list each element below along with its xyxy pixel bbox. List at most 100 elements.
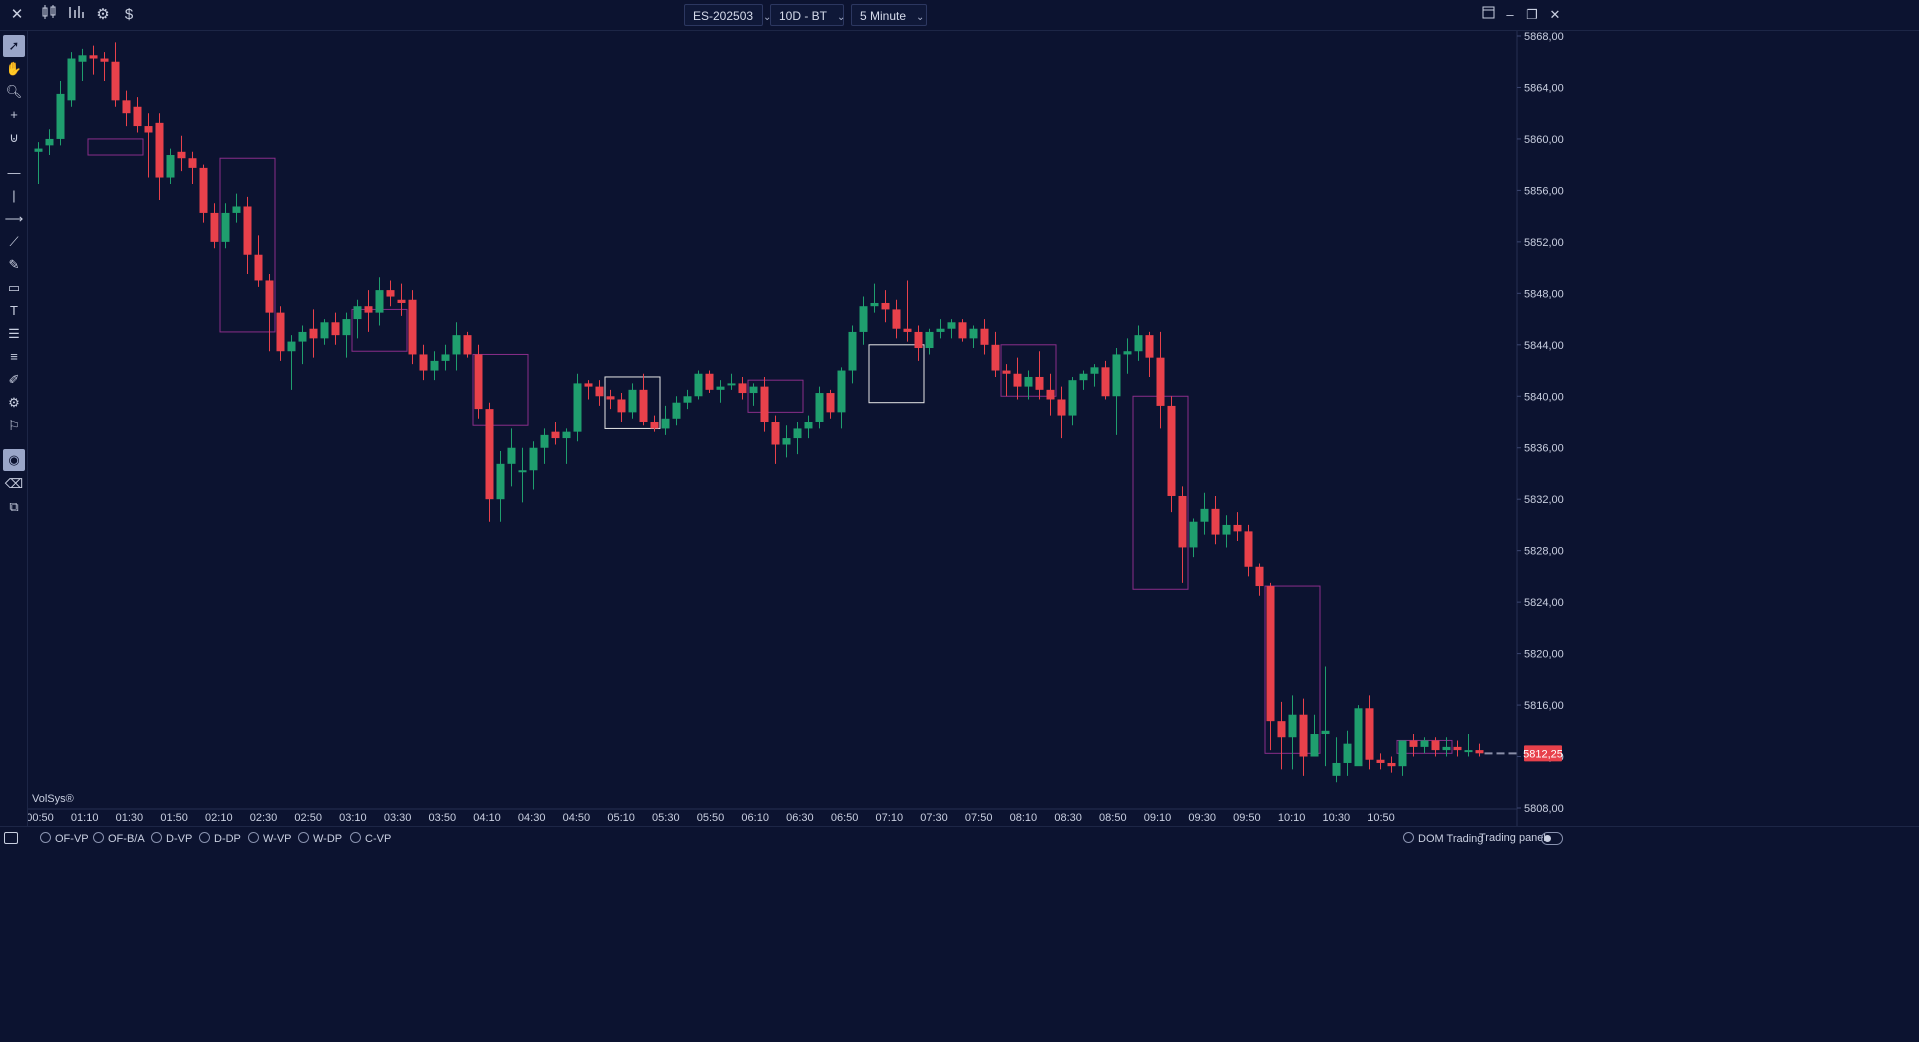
radio-icon — [151, 832, 162, 843]
candle-body — [342, 319, 351, 336]
ray-icon[interactable]: ⟶ — [4, 211, 24, 226]
study-toggle[interactable]: OF-B/A — [93, 832, 145, 845]
candle-body — [991, 344, 1000, 371]
candle-body — [287, 341, 296, 352]
candle-body — [199, 167, 208, 213]
study-label: C-VP — [365, 833, 392, 845]
candlestick-icon[interactable] — [38, 4, 60, 26]
x-tick-label: 02:10 — [205, 812, 233, 824]
candle-body — [1079, 373, 1088, 381]
candle-body — [1123, 351, 1132, 355]
ruler-icon[interactable]: ✎ — [8, 257, 20, 272]
candle-body — [683, 396, 692, 403]
symbol-select[interactable]: ES-202503 ⌄ — [684, 4, 771, 26]
study-label: OF-B/A — [108, 833, 145, 845]
x-tick-label: 06:30 — [786, 812, 814, 824]
study-label: W-DP — [313, 833, 343, 845]
range-select[interactable]: 10D - BT ⌄ — [770, 4, 845, 26]
study-toggle[interactable]: D-DP — [199, 832, 241, 845]
study-label: D-VP — [166, 833, 193, 845]
candle-body — [529, 447, 538, 471]
zoom-icon[interactable]: 🔍︎ — [5, 84, 23, 99]
eye-icon[interactable]: ◉ — [3, 449, 25, 471]
settings-icon[interactable]: ⚙ — [8, 395, 20, 410]
gear-icon[interactable]: ⚙ — [96, 6, 110, 23]
candle-body — [430, 360, 439, 371]
candle-body — [551, 431, 560, 439]
text-icon[interactable]: T — [10, 303, 18, 318]
candle-body — [67, 58, 76, 101]
y-tick-label: 5856,00 — [1524, 185, 1564, 197]
x-tick-label: 02:30 — [250, 812, 278, 824]
magnet-icon[interactable]: ⊍ — [9, 130, 19, 145]
interval-select[interactable]: 5 Minute ⌄ — [851, 4, 927, 26]
candle-body — [903, 328, 912, 332]
candle-body — [727, 383, 736, 386]
candle-body — [56, 93, 65, 139]
layout-icon[interactable] — [1478, 5, 1498, 25]
candle-body — [100, 58, 109, 62]
hand-icon[interactable]: ✋ — [5, 61, 23, 76]
trading-panel-toggle[interactable] — [1541, 832, 1563, 845]
candle-body — [1409, 740, 1418, 747]
dollar-icon[interactable]: $ — [124, 6, 134, 23]
candle-body — [397, 299, 406, 303]
dom-trading-toggle[interactable]: DOM Trading — [1403, 832, 1483, 845]
pencil-icon[interactable]: ✐ — [8, 372, 20, 387]
cursor-icon[interactable]: ➚ — [3, 35, 25, 57]
candle-body — [947, 322, 956, 329]
y-tick-label: 5864,00 — [1524, 82, 1564, 94]
candle-body — [1431, 740, 1440, 751]
alert-icon[interactable]: ⚐ — [8, 418, 20, 433]
radio-icon — [248, 832, 259, 843]
zone-box — [87, 138, 144, 156]
layers-icon[interactable]: ⧉ — [9, 499, 19, 514]
restore-icon[interactable]: ❐ — [1526, 7, 1538, 22]
eraser-icon[interactable]: ⌫ — [4, 476, 24, 491]
candle-body — [540, 434, 549, 448]
x-tick-label: 05:10 — [607, 812, 635, 824]
trend-line-icon[interactable]: ⟋ — [9, 234, 19, 249]
candle-body — [1156, 357, 1165, 406]
minimize-icon[interactable]: – — [1506, 7, 1514, 22]
symbol-label: ES-202503 — [693, 9, 754, 23]
top-toolbar: ✕ ⚙ $ ES-202503 ⌄ 10D - BT ⌄ 5 Minute ⌄ – ❐… — [0, 0, 1919, 31]
vertical-line-icon[interactable]: | — [12, 188, 16, 203]
x-tick-label: 01:30 — [116, 812, 144, 824]
study-toggle[interactable]: D-VP — [151, 832, 192, 845]
candle-body — [1090, 367, 1099, 374]
candle-body — [815, 393, 824, 422]
close-icon[interactable]: ✕ — [10, 6, 24, 23]
rectangle-icon[interactable]: ▭ — [7, 280, 21, 295]
candle-body — [1266, 586, 1275, 722]
candle-body — [166, 155, 175, 178]
fib-icon[interactable]: ☰ — [8, 326, 20, 341]
study-toggle[interactable]: W-DP — [298, 832, 342, 845]
candle-body — [1343, 743, 1352, 763]
zone-box — [219, 157, 276, 333]
candle-body — [738, 383, 747, 394]
study-toggle[interactable]: C-VP — [350, 832, 391, 845]
study-toggle[interactable]: OF-VP — [40, 832, 89, 845]
horizontal-line-icon[interactable]: — — [7, 165, 21, 180]
candle-body — [837, 370, 846, 413]
candle-body — [320, 322, 329, 339]
crosshair-icon[interactable]: + — [10, 107, 18, 122]
candle-body — [1354, 708, 1363, 767]
study-toggle[interactable]: W-VP — [248, 832, 292, 845]
candle-body — [1387, 762, 1396, 767]
panel-icon[interactable] — [4, 832, 18, 844]
interval-label: 5 Minute — [860, 9, 907, 23]
candle-body — [650, 422, 659, 429]
watermark-label: VolSys® — [32, 793, 74, 805]
x-tick-label: 08:10 — [1010, 812, 1038, 824]
candle-body — [958, 322, 967, 339]
close-icon[interactable]: ✕ — [1549, 7, 1561, 22]
bar-chart-icon[interactable] — [65, 4, 87, 26]
candle-body — [265, 280, 274, 313]
x-tick-label: 05:50 — [697, 812, 725, 824]
list-icon[interactable]: ≡ — [10, 349, 18, 364]
candle-body — [595, 386, 604, 397]
study-label: OF-VP — [55, 833, 89, 845]
